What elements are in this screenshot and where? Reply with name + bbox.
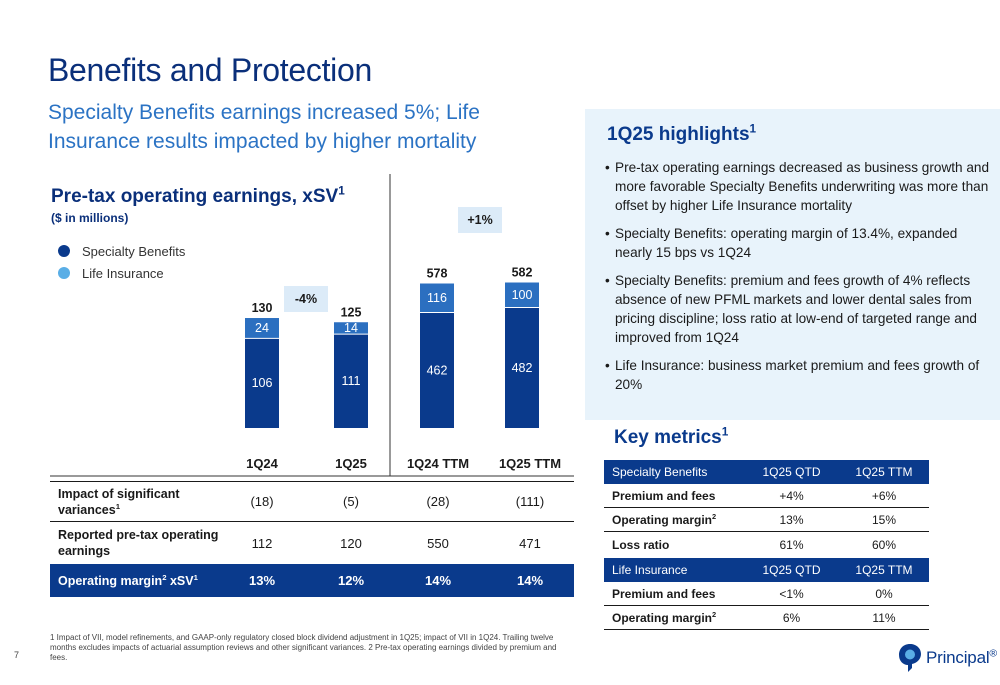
legend-label: Specialty Benefits — [82, 243, 186, 259]
table-row-reported-earnings: Reported pre-tax operating earnings 112 … — [50, 522, 574, 564]
data-label-specialty-benefits: 106 — [252, 376, 273, 390]
key-metrics-column-header: 1Q25 TTM — [855, 465, 913, 479]
key-metrics-title: Key metrics1 — [614, 425, 729, 448]
page-subtitle: Specialty Benefits earnings increased 5%… — [48, 101, 480, 153]
table-row-significant-variances: Impact of significant variances1 (18) (5… — [50, 481, 574, 522]
key-metrics-cell: 15% — [871, 512, 897, 527]
key-metrics-cell: 0% — [875, 586, 893, 601]
data-label-specialty-benefits: 462 — [427, 363, 448, 377]
key-metrics-row-label: Premium and fees — [612, 586, 716, 601]
key-metrics-cell: 6% — [782, 610, 801, 625]
legend-swatch-life-insurance — [58, 267, 70, 279]
highlight-bullet: Pre-tax operating earnings decreased as … — [605, 158, 990, 215]
key-metrics-row: Loss ratio 61% 60% — [604, 533, 929, 557]
key-metrics-column-header: 1Q25 QTD — [762, 563, 821, 577]
bar-specialty-benefits — [334, 334, 368, 428]
key-metrics-cell: 13% — [779, 512, 804, 527]
highlights-title: 1Q25 highlights1 — [607, 122, 757, 145]
bar-specialty-benefits — [505, 307, 539, 428]
bar-life-insurance — [505, 282, 539, 308]
data-label-total: 578 — [427, 267, 448, 281]
table-row-label: Reported pre-tax operating earnings — [58, 528, 219, 558]
table-cell: 120 — [340, 535, 362, 551]
key-metrics-cell: <1% — [779, 586, 804, 601]
key-metrics-header-life-insurance: Life Insurance 1Q25 QTD 1Q25 TTM — [604, 558, 929, 582]
bar-life-insurance — [420, 283, 454, 313]
data-label-life-insurance: 14 — [344, 321, 358, 335]
table-cell: (111) — [515, 494, 545, 509]
bar-specialty-benefits — [245, 338, 279, 428]
key-metrics-cell: 61% — [779, 538, 804, 552]
chart-legend: Specialty Benefits Life Insurance — [58, 240, 185, 284]
legend-item-life-insurance: Life Insurance — [58, 262, 185, 284]
data-label-life-insurance: 100 — [512, 288, 533, 302]
data-label-total: 130 — [252, 301, 273, 315]
footnote: 1 Impact of VII, model refinements, and … — [50, 633, 557, 662]
bar-specialty-benefits — [420, 312, 454, 428]
change-callout-box — [458, 207, 502, 233]
data-label-total: 582 — [512, 266, 533, 280]
principal-logo-mark-icon — [899, 644, 921, 672]
table-cell: 14% — [516, 573, 544, 588]
table-cell: (18) — [250, 494, 274, 509]
data-label-total: 125 — [341, 305, 362, 319]
change-callout-label: +1% — [467, 213, 492, 227]
highlight-bullet: Specialty Benefits: premium and fees gro… — [605, 271, 990, 347]
chart-title: Pre-tax operating earnings, xSV1 — [51, 184, 345, 207]
key-metrics-section-label: Life Insurance — [612, 563, 688, 577]
highlights-list: Pre-tax operating earnings decreased as … — [605, 158, 990, 403]
table-cell: 550 — [427, 535, 449, 551]
key-metrics-column-header: 1Q25 QTD — [762, 465, 821, 479]
table-row-label: Impact of significant variances1 — [58, 486, 180, 517]
key-metrics-cell: +4% — [779, 488, 804, 503]
legend-swatch-specialty-benefits — [58, 245, 70, 257]
page-title: Benefits and Protection — [48, 52, 372, 88]
key-metrics-cell: 11% — [872, 610, 896, 625]
table-column-header-1q24-ttm: 1Q24 TTM — [406, 456, 470, 471]
table-column-header-1q25-ttm: 1Q25 TTM — [498, 456, 562, 471]
data-label-life-insurance: 24 — [255, 321, 269, 335]
key-metrics-cell: 60% — [871, 538, 897, 552]
legend-item-specialty-benefits: Specialty Benefits — [58, 240, 185, 262]
key-metrics-row: Premium and fees +4% +6% — [604, 484, 929, 508]
table-column-header-1q24: 1Q24 — [246, 456, 278, 471]
table-column-header-1q25: 1Q25 — [335, 456, 367, 471]
table-cell: 14% — [424, 573, 452, 588]
change-callout-label: -4% — [295, 292, 317, 306]
key-metrics-header-specialty-benefits: Specialty Benefits 1Q25 QTD 1Q25 TTM — [604, 460, 929, 484]
data-label-specialty-benefits: 111 — [341, 374, 360, 388]
key-metrics-row-label: Operating margin2 — [612, 609, 717, 625]
principal-logo: Principal® — [898, 643, 997, 673]
key-metrics-row-label: Loss ratio — [612, 538, 670, 552]
data-label-specialty-benefits: 482 — [512, 361, 533, 375]
bar-life-insurance — [334, 322, 368, 335]
data-label-life-insurance: 116 — [427, 291, 447, 305]
table-cell: 13% — [248, 573, 276, 588]
key-metrics-row-label: Operating margin2 — [612, 511, 717, 527]
page-number: 7 — [14, 650, 20, 660]
key-metrics-column-header: 1Q25 TTM — [855, 563, 913, 577]
key-metrics-cell: +6% — [871, 488, 897, 503]
change-callout-box — [284, 286, 328, 312]
table-row-label: Operating margin2 xSV1 — [58, 572, 198, 588]
table-cell: 112 — [251, 535, 273, 551]
highlight-bullet: Specialty Benefits: operating margin of … — [605, 224, 990, 262]
key-metrics-row: Operating margin2 6% 11% — [604, 606, 929, 630]
key-metrics-row: Premium and fees <1% 0% — [604, 582, 929, 606]
highlight-bullet: Life Insurance: business market premium … — [605, 356, 990, 394]
key-metrics-row-label: Premium and fees — [612, 488, 716, 503]
bar-life-insurance — [245, 318, 279, 339]
key-metrics-section-label: Specialty Benefits — [612, 465, 708, 479]
table-cell: (28) — [426, 494, 450, 509]
principal-logo-text: Principal® — [926, 647, 997, 667]
table-row-operating-margin: Operating margin2 xSV1 13% 12% 14% 14% — [50, 564, 574, 597]
table-cell: 12% — [337, 573, 365, 588]
legend-label: Life Insurance — [82, 265, 164, 281]
chart-unit: ($ in millions) — [51, 211, 129, 225]
table-cell: (5) — [343, 494, 359, 509]
key-metrics-row: Operating margin2 13% 15% — [604, 508, 929, 532]
table-cell: 471 — [519, 535, 541, 551]
